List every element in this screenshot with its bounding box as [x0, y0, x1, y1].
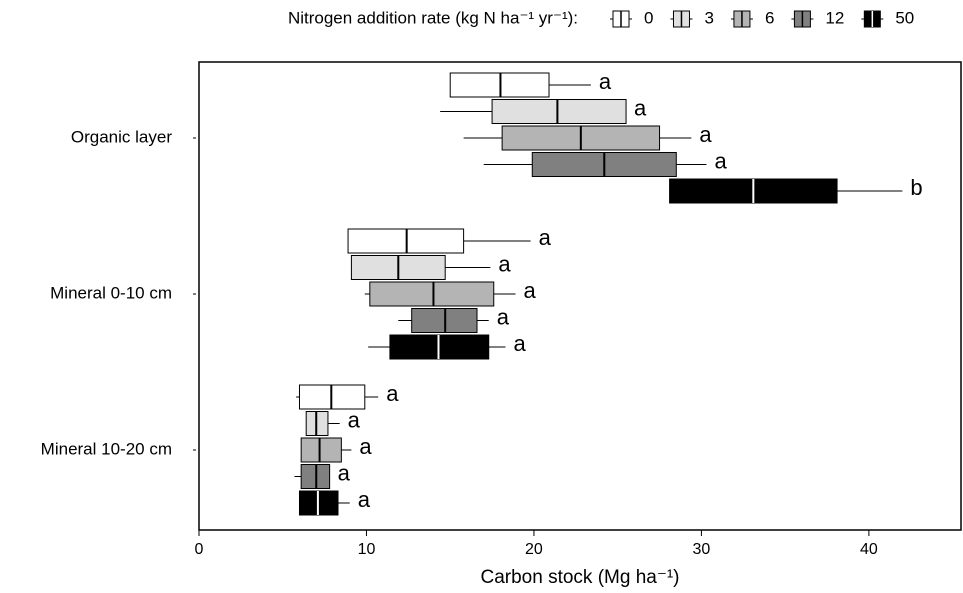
significance-letter: a [358, 487, 371, 512]
significance-letter: a [524, 278, 537, 303]
significance-letter: a [539, 225, 552, 250]
plot-frame [198, 61, 962, 531]
x-tick-label: 30 [693, 541, 711, 558]
y-tick-label: Mineral 10-20 cm [41, 439, 172, 458]
legend-title: Nitrogen addition rate (kg N ha⁻¹ yr⁻¹): [288, 8, 578, 27]
significance-letter: a [513, 331, 526, 356]
significance-letter: a [634, 95, 647, 120]
significance-letter: a [714, 148, 727, 173]
y-tick-label: Organic layer [71, 127, 172, 146]
significance-letter: a [359, 434, 372, 459]
box [369, 281, 495, 307]
legend-label: 0 [644, 8, 653, 27]
significance-letter: a [338, 460, 351, 485]
legend-label: 50 [895, 8, 914, 27]
box [300, 437, 342, 463]
x-tick-label: 20 [525, 541, 543, 558]
x-tick-label: 40 [860, 541, 878, 558]
legend-label: 6 [765, 8, 774, 27]
x-axis-label: Carbon stock (Mg ha⁻¹) [480, 567, 679, 588]
significance-letter: a [498, 251, 511, 276]
y-tick-label: Mineral 0-10 cm [50, 283, 172, 302]
significance-letter: a [497, 304, 510, 329]
legend-label: 3 [704, 8, 713, 27]
legend-label: 12 [825, 8, 844, 27]
x-tick-label: 10 [358, 541, 376, 558]
significance-letter: a [348, 407, 361, 432]
significance-letter: a [599, 69, 612, 94]
x-tick-label: 0 [195, 541, 204, 558]
significance-letter: b [910, 175, 922, 200]
significance-letter: a [699, 122, 712, 147]
significance-letter: a [386, 381, 399, 406]
box [491, 99, 627, 124]
